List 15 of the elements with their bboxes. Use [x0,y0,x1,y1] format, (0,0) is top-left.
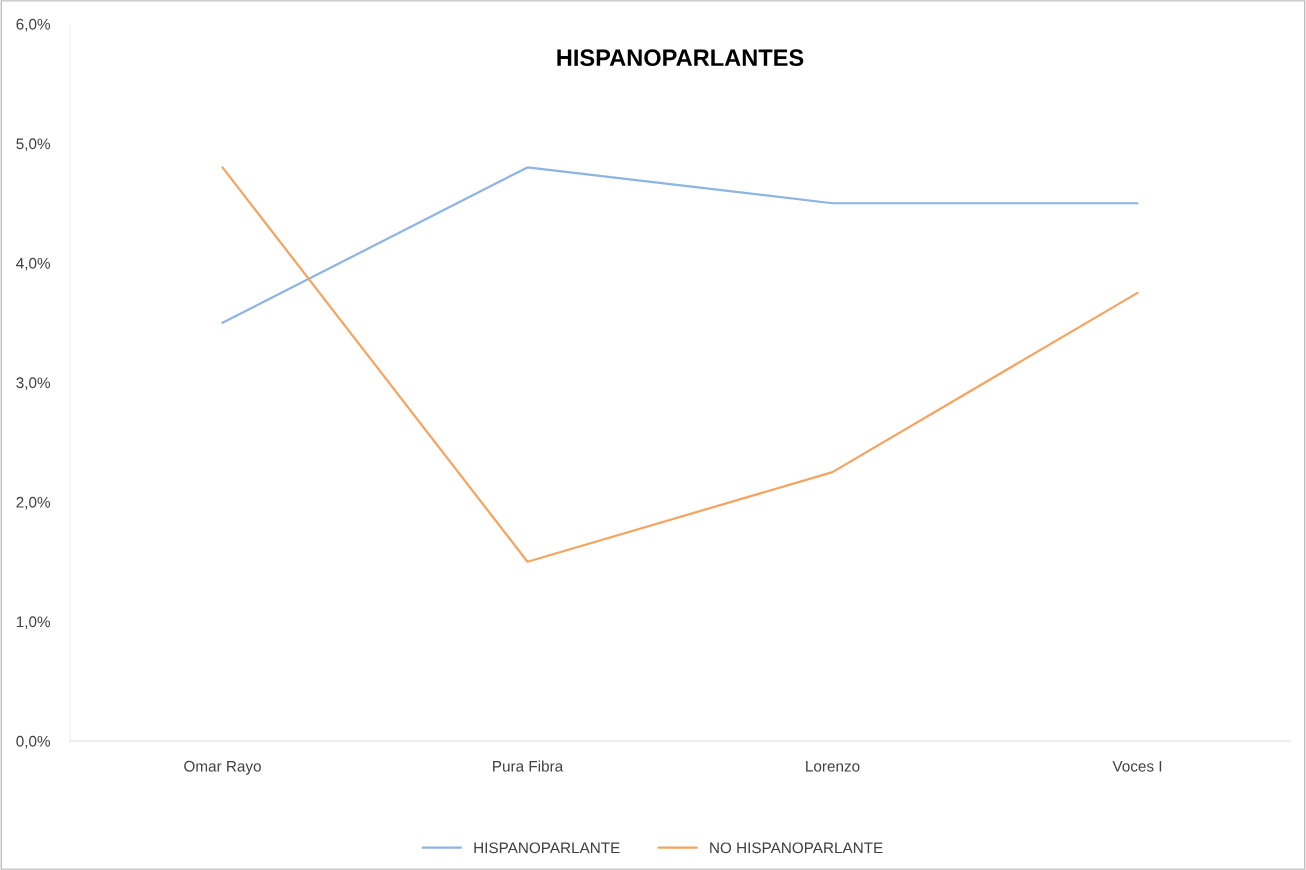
y-tick-label: 5,0% [16,138,51,151]
y-tick-label: 3,0% [16,377,51,390]
y-tick-label: 1,0% [16,616,51,629]
y-tick-label: 2,0% [16,496,51,510]
x-tick-label: Pura Fibra [493,760,564,772]
y-tick-label: 6,0% [16,18,51,32]
legend-label: HISPANOPARLANTE [474,842,620,854]
x-tick-label: Lorenzo [806,761,860,772]
text: HISPANOPARLANTES [557,49,804,67]
x-tick-label: Omar Rayo [184,760,261,775]
x-tick-label: Voces I [1112,761,1162,772]
y-tick-label: 4,0% [16,257,51,271]
y-tick-label: 0,0% [16,735,51,749]
line-series [221,166,1139,563]
legend-label: NO HISPANOPARLANTE [710,842,883,854]
